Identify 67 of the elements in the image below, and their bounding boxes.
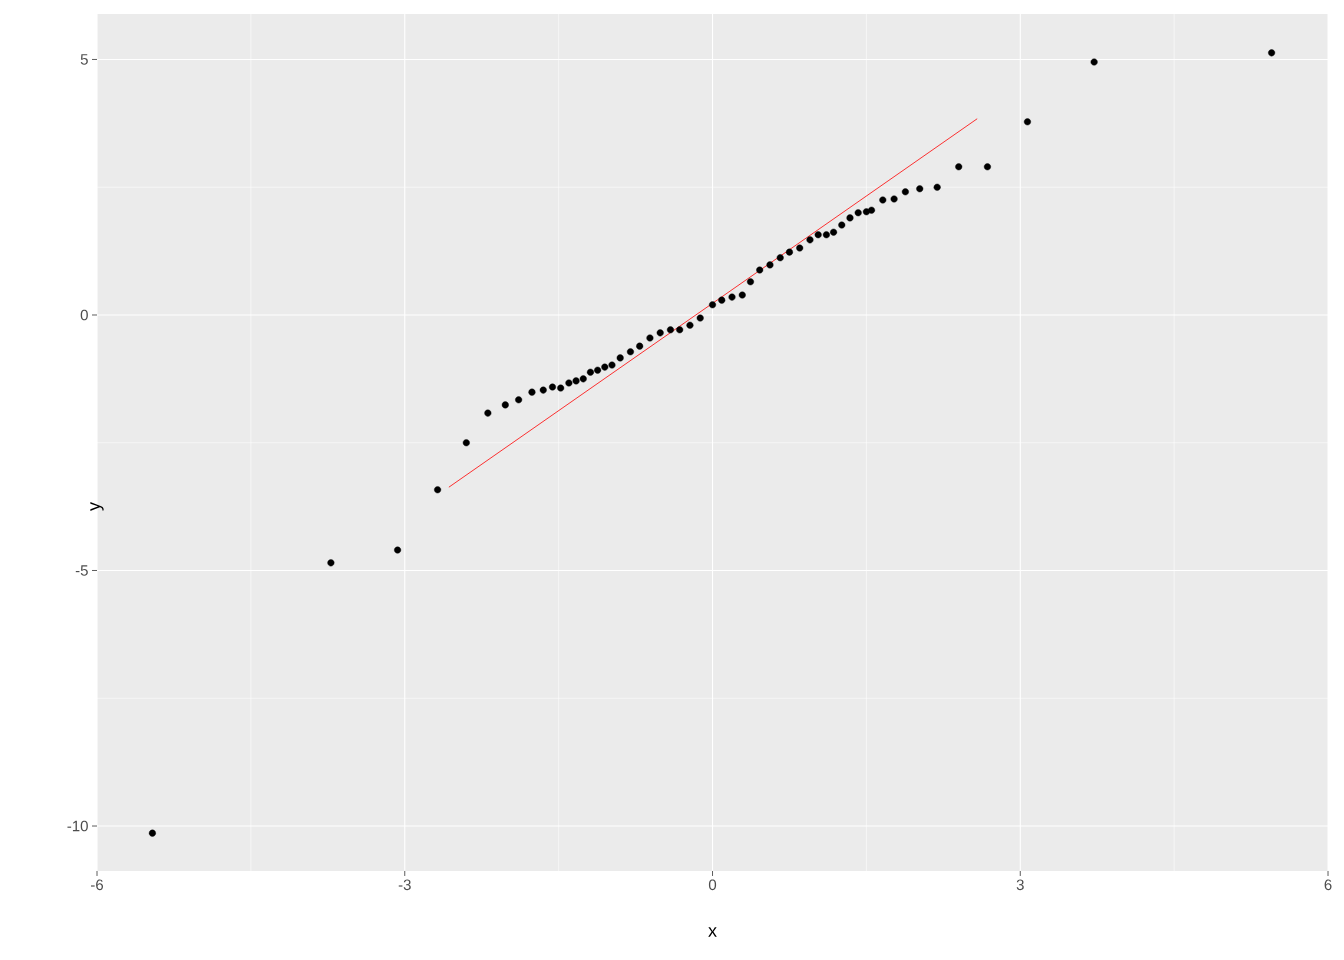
point bbox=[608, 361, 616, 369]
point bbox=[434, 486, 442, 494]
x-tick-label: -6 bbox=[91, 879, 104, 891]
point bbox=[462, 439, 470, 447]
x-axis-title: x bbox=[708, 927, 717, 937]
point bbox=[916, 185, 924, 193]
point bbox=[636, 342, 644, 350]
point bbox=[394, 546, 402, 554]
point bbox=[796, 244, 804, 252]
point bbox=[890, 195, 898, 203]
point bbox=[656, 329, 664, 337]
point bbox=[586, 368, 594, 376]
point bbox=[718, 296, 726, 304]
point bbox=[814, 231, 822, 239]
point bbox=[766, 261, 774, 269]
point bbox=[838, 221, 846, 229]
point bbox=[709, 301, 717, 309]
point bbox=[746, 278, 754, 286]
point bbox=[806, 236, 814, 244]
point bbox=[955, 163, 963, 171]
point bbox=[785, 248, 793, 256]
point bbox=[854, 209, 862, 217]
point bbox=[1090, 58, 1098, 66]
point bbox=[626, 348, 634, 356]
point bbox=[1268, 49, 1276, 57]
point bbox=[579, 375, 587, 383]
y-tick-label: 5 bbox=[80, 54, 88, 65]
y-tick-label: -10 bbox=[67, 820, 88, 832]
point bbox=[676, 326, 684, 334]
point bbox=[548, 383, 556, 391]
point bbox=[565, 379, 573, 387]
point bbox=[601, 363, 609, 371]
x-tick-label: -3 bbox=[398, 879, 411, 891]
x-tick-label: 3 bbox=[1016, 879, 1024, 891]
point bbox=[830, 228, 838, 236]
point bbox=[646, 334, 654, 342]
point bbox=[666, 326, 674, 334]
point bbox=[756, 266, 764, 274]
point bbox=[594, 366, 602, 374]
point bbox=[501, 401, 509, 409]
point bbox=[933, 183, 941, 191]
point bbox=[879, 196, 887, 204]
point bbox=[868, 206, 876, 214]
point bbox=[776, 254, 784, 262]
point bbox=[572, 377, 580, 385]
point bbox=[738, 291, 746, 299]
y-axis-title: y bbox=[90, 502, 104, 511]
y-tick-label: 0 bbox=[80, 309, 88, 321]
point bbox=[515, 396, 523, 404]
point bbox=[728, 293, 736, 301]
point bbox=[616, 354, 624, 362]
point bbox=[148, 829, 156, 837]
point bbox=[557, 384, 565, 392]
point bbox=[983, 163, 991, 171]
point bbox=[846, 214, 854, 222]
point bbox=[484, 409, 492, 417]
point bbox=[539, 386, 547, 394]
point bbox=[696, 314, 704, 322]
x-tick-label: 0 bbox=[708, 879, 717, 891]
point bbox=[528, 388, 536, 396]
point bbox=[901, 188, 909, 196]
x-tick-label: 6 bbox=[1324, 879, 1332, 891]
point bbox=[822, 231, 830, 239]
point bbox=[1023, 118, 1031, 126]
point bbox=[327, 559, 335, 567]
point bbox=[686, 321, 694, 329]
y-tick-label: -5 bbox=[75, 565, 88, 576]
